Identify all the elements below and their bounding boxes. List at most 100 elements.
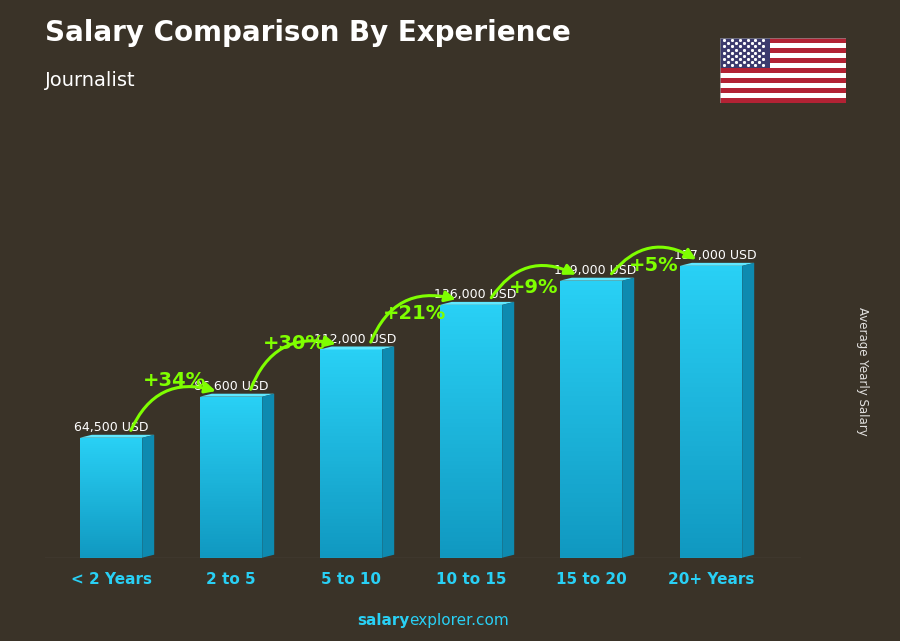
Bar	[560, 424, 622, 428]
Bar	[440, 537, 502, 541]
Bar	[440, 507, 502, 512]
Bar	[560, 401, 622, 405]
Bar	[680, 363, 742, 368]
Bar	[320, 440, 382, 443]
Bar	[440, 389, 502, 394]
Bar	[320, 426, 382, 429]
Bar	[560, 322, 622, 327]
Bar	[560, 350, 622, 354]
Bar	[200, 467, 262, 469]
Bar	[320, 506, 382, 509]
Polygon shape	[560, 278, 634, 281]
Bar	[80, 542, 142, 544]
Polygon shape	[80, 435, 154, 438]
Bar	[320, 492, 382, 495]
Bar	[560, 544, 622, 549]
Bar	[560, 419, 622, 424]
Bar	[680, 339, 742, 344]
Bar	[440, 469, 502, 474]
Bar	[80, 479, 142, 482]
Bar	[80, 448, 142, 450]
Bar	[560, 526, 622, 530]
Bar	[440, 553, 502, 558]
Bar	[560, 520, 622, 526]
Bar	[560, 345, 622, 350]
Bar	[720, 48, 846, 53]
Bar	[560, 364, 622, 369]
Bar	[560, 465, 622, 470]
Bar	[560, 442, 622, 447]
Text: Average Yearly Salary: Average Yearly Salary	[856, 308, 868, 436]
Bar	[200, 494, 262, 496]
Bar	[560, 516, 622, 520]
Bar	[80, 488, 142, 490]
Bar	[200, 539, 262, 542]
Bar	[200, 429, 262, 431]
Bar	[80, 472, 142, 474]
Bar	[440, 499, 502, 503]
Bar	[680, 383, 742, 387]
Bar	[200, 458, 262, 461]
Polygon shape	[200, 394, 274, 397]
Bar	[680, 504, 742, 509]
Bar	[200, 456, 262, 458]
Bar	[440, 431, 502, 435]
Bar	[440, 335, 502, 338]
Bar	[560, 405, 622, 410]
Bar	[680, 397, 742, 402]
Bar	[680, 480, 742, 485]
Bar	[680, 431, 742, 436]
Bar	[680, 349, 742, 353]
Bar	[200, 537, 262, 539]
Bar	[200, 528, 262, 531]
Bar	[560, 308, 622, 313]
Bar	[680, 475, 742, 480]
Bar	[320, 370, 382, 374]
Bar	[80, 504, 142, 506]
Bar	[560, 327, 622, 331]
Bar	[320, 523, 382, 526]
Bar	[680, 285, 742, 290]
Text: 86,600 USD: 86,600 USD	[194, 380, 268, 393]
Bar	[680, 485, 742, 490]
Bar	[680, 373, 742, 378]
Bar	[440, 515, 502, 520]
Bar	[80, 463, 142, 466]
Bar	[680, 460, 742, 465]
Bar	[320, 533, 382, 537]
Bar	[680, 426, 742, 431]
Polygon shape	[622, 278, 634, 558]
Bar	[560, 539, 622, 544]
Bar	[680, 280, 742, 285]
Polygon shape	[262, 394, 274, 558]
Text: Journalist: Journalist	[45, 71, 136, 90]
Bar	[720, 63, 846, 68]
Bar	[680, 445, 742, 451]
Bar	[320, 509, 382, 513]
Bar	[440, 549, 502, 553]
Bar	[80, 522, 142, 524]
Bar	[80, 442, 142, 444]
Bar	[200, 490, 262, 494]
Text: explorer.com: explorer.com	[410, 613, 509, 628]
Bar	[320, 554, 382, 558]
Bar	[200, 402, 262, 404]
Bar	[200, 445, 262, 447]
Bar	[200, 418, 262, 421]
Bar	[80, 490, 142, 492]
Bar	[320, 495, 382, 499]
Bar	[80, 438, 142, 440]
Bar	[440, 385, 502, 389]
Bar	[440, 474, 502, 478]
Bar	[80, 450, 142, 452]
Bar	[320, 526, 382, 530]
Bar	[80, 540, 142, 542]
Bar	[560, 438, 622, 442]
Bar	[320, 478, 382, 481]
Bar	[680, 514, 742, 519]
Bar	[80, 556, 142, 558]
Bar	[320, 356, 382, 360]
Bar	[200, 426, 262, 429]
Text: Salary Comparison By Experience: Salary Comparison By Experience	[45, 19, 571, 47]
Bar	[200, 410, 262, 413]
